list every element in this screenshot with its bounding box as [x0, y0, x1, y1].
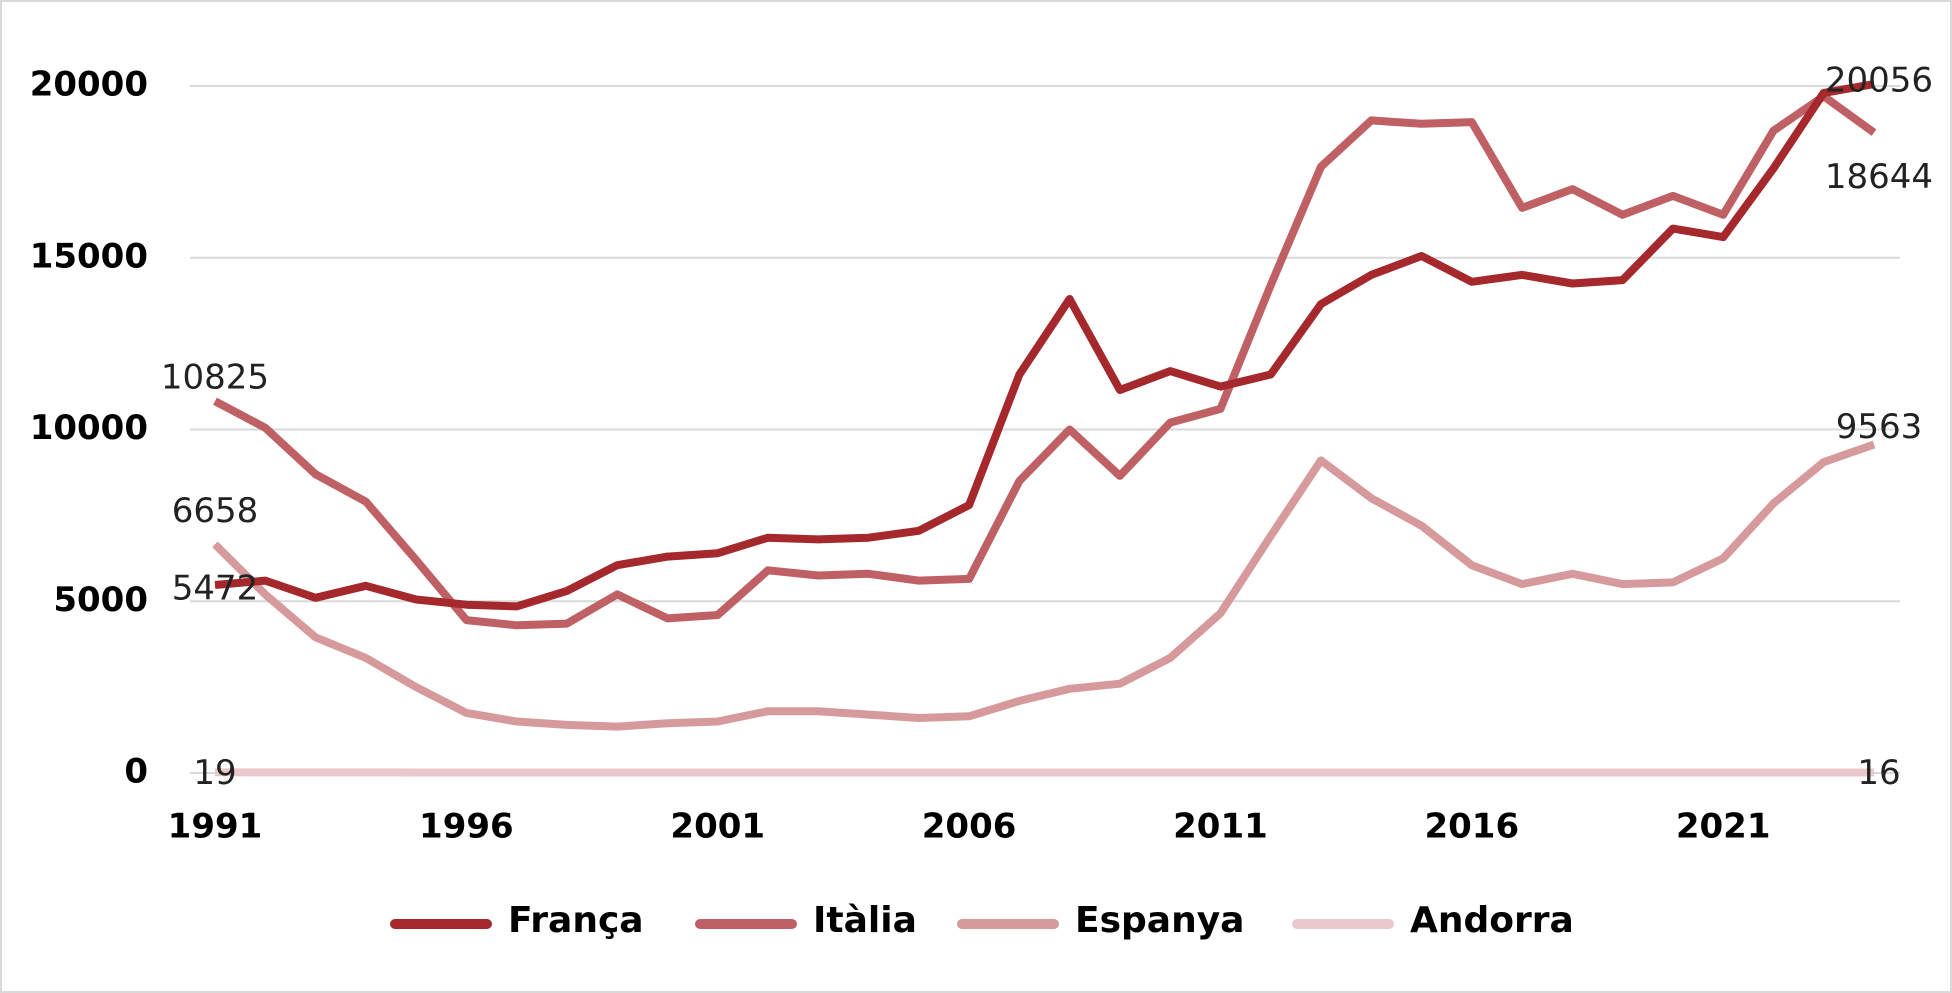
data-label: 19 — [193, 753, 236, 793]
x-tick-label: 1996 — [419, 807, 514, 847]
y-tick-label: 5000 — [53, 580, 148, 620]
y-tick-label: 20000 — [30, 65, 148, 105]
x-tick-label: 1991 — [168, 807, 263, 847]
x-tick-label: 2016 — [1424, 807, 1519, 847]
series-line — [214, 80, 1875, 611]
data-label: 16 — [1857, 753, 1900, 793]
data-label: 9563 — [1836, 407, 1923, 447]
legend-label: Espanya — [1075, 900, 1244, 941]
legend-label: Itàlia — [813, 900, 917, 941]
legend-label: Andorra — [1410, 900, 1574, 941]
data-label: 20056 — [1825, 61, 1933, 101]
data-label: 18644 — [1825, 157, 1933, 197]
x-tick-label: 2021 — [1676, 807, 1771, 847]
data-label: 6658 — [172, 491, 259, 531]
x-tick-label: 2011 — [1173, 807, 1268, 847]
y-tick-label: 0 — [124, 752, 148, 792]
series-line — [213, 92, 1877, 630]
legend-label: França — [508, 900, 644, 941]
x-tick-label: 2006 — [922, 807, 1017, 847]
x-tick-label: 2001 — [670, 807, 765, 847]
y-tick-label: 15000 — [30, 236, 148, 276]
data-label: 5472 — [172, 569, 259, 609]
data-label: 10825 — [161, 358, 269, 398]
series-line — [212, 440, 1876, 731]
y-tick-label: 10000 — [30, 408, 148, 448]
